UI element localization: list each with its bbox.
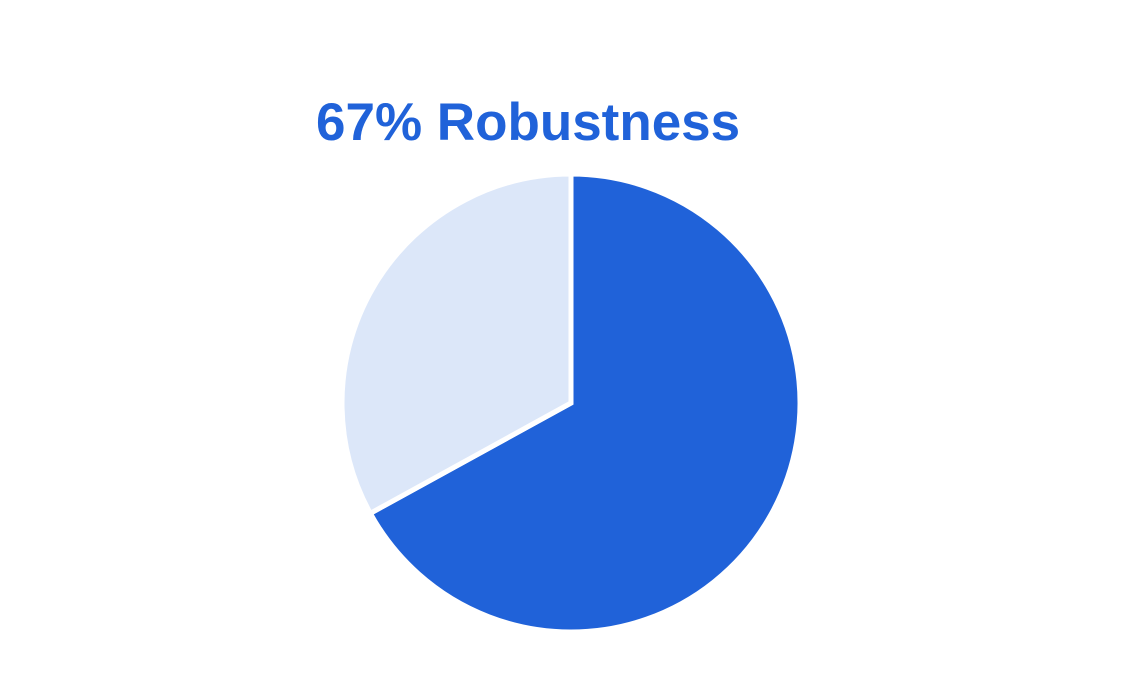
pie-slices (339, 171, 803, 635)
pie-slice-1 (366, 171, 803, 635)
pie-slice-2 (339, 171, 574, 517)
chart-title: 67% Robustness (316, 93, 741, 152)
